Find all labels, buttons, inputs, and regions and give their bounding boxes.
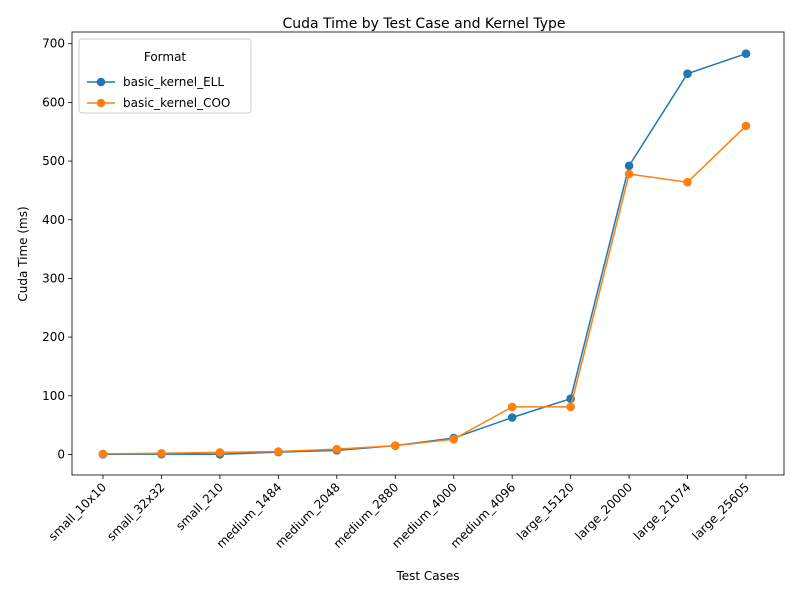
plot-frame: [71, 31, 785, 476]
data-point: [507, 413, 517, 422]
data-point: [507, 402, 517, 412]
legend: Format basic_kernel_ELL basic_kernel_COO: [78, 38, 252, 114]
data-point: [157, 448, 166, 458]
legend-entry: basic_kernel_COO: [87, 96, 230, 110]
series-line: [102, 125, 747, 455]
data-point: [274, 447, 283, 456]
legend-title: Format: [144, 50, 187, 64]
data-point: [741, 49, 751, 59]
y-tick-label: 300: [42, 271, 65, 285]
y-tick-label: 0: [57, 447, 65, 461]
data-point: [624, 169, 634, 179]
data-point: [683, 69, 692, 78]
series-basic_kernel_COO: [98, 121, 751, 459]
y-tick-label: 400: [42, 213, 65, 227]
series-layer: [98, 49, 751, 459]
legend-box: [78, 38, 252, 114]
y-axis-label: Cuda Time (ms): [16, 206, 30, 301]
data-point: [449, 434, 459, 444]
y-tick-label: 200: [42, 330, 65, 344]
data-point: [98, 449, 108, 459]
y-tick-label: 600: [42, 95, 65, 109]
x-axis-label: Test Cases: [395, 569, 459, 583]
data-point: [566, 402, 575, 412]
chart-title: Cuda Time by Test Case and Kernel Type: [282, 16, 565, 32]
y-axis: 0 100 200 300 400 500 600 700: [42, 37, 72, 461]
data-point: [332, 444, 342, 454]
data-point: [624, 161, 634, 171]
y-tick-label: 100: [42, 389, 65, 403]
data-point: [683, 177, 692, 187]
y-tick-label: 700: [42, 37, 65, 51]
legend-marker: [96, 77, 106, 87]
y-tick-label: 500: [42, 154, 65, 168]
data-point: [390, 441, 400, 450]
legend-marker: [96, 98, 106, 108]
legend-entries: basic_kernel_ELL basic_kernel_COO: [87, 75, 230, 110]
legend-entry: basic_kernel_ELL: [87, 75, 224, 89]
data-point: [215, 448, 225, 457]
legend-label: basic_kernel_COO: [123, 96, 230, 110]
data-point: [741, 121, 751, 131]
legend-label: basic_kernel_ELL: [123, 75, 224, 89]
